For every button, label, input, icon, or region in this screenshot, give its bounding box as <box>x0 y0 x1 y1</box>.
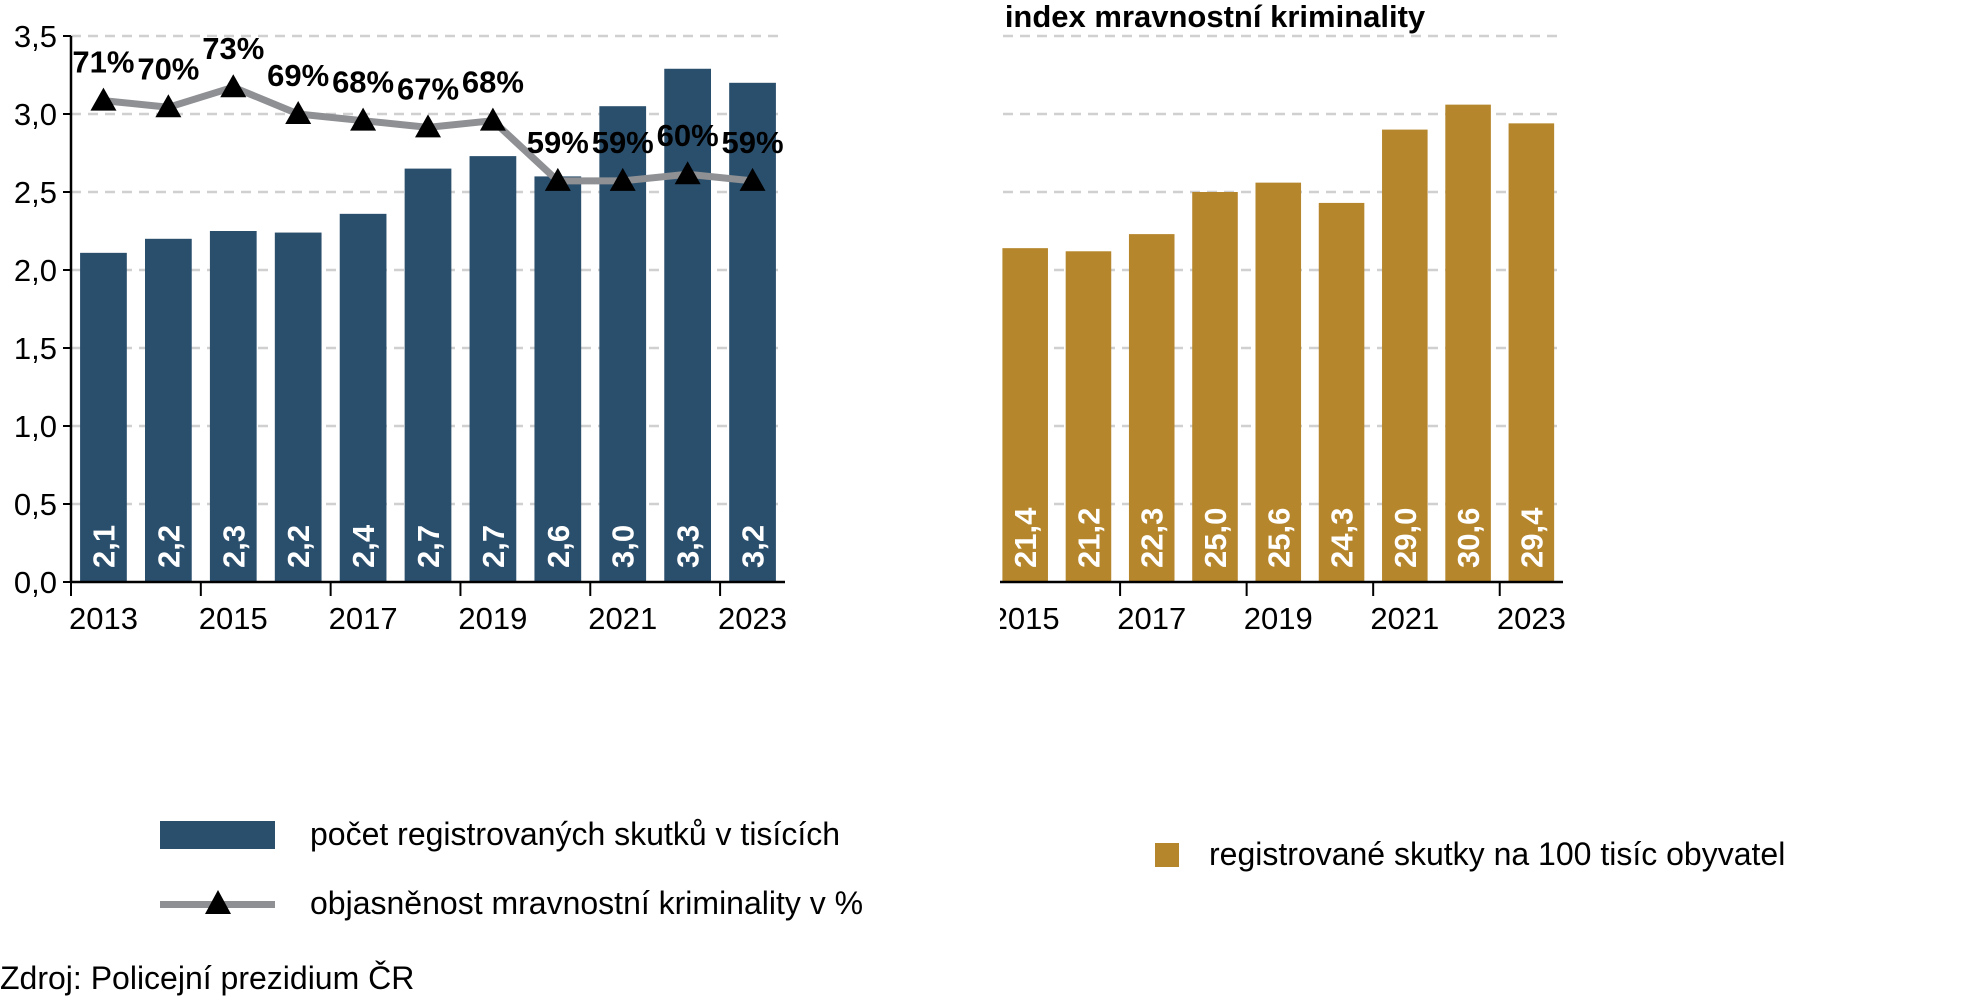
line-marker <box>155 94 182 118</box>
bar <box>339 213 387 582</box>
bar <box>469 156 517 582</box>
line-marker <box>544 167 571 191</box>
bar <box>664 68 712 582</box>
y-tick-label: 1,0 <box>14 409 57 444</box>
bar-data-label: 2,7 <box>476 525 511 568</box>
bar-data-label: 30,6 <box>1451 508 1486 568</box>
bar <box>1255 182 1302 582</box>
line-data-label: 59% <box>592 125 654 160</box>
bar <box>209 231 257 582</box>
bar <box>80 252 127 582</box>
line-data-label: 67% <box>397 71 459 106</box>
x-tick-label: 2013 <box>69 601 138 636</box>
line-marker <box>479 107 506 131</box>
bar-data-label: 2,6 <box>541 525 576 568</box>
x-tick-label: 2023 <box>1497 601 1566 636</box>
bar-data-label: 29,0 <box>1388 508 1423 568</box>
left-chart: 0,0 0,5 1,0 1,5 2,0 2,5 3,0 3,5 2,1 2,2 2,3 2,2 2,4 2… <box>14 19 787 636</box>
line-marker <box>609 167 636 191</box>
legend-bar-swatch <box>160 820 275 849</box>
y-tick-label: 2,5 <box>14 175 57 210</box>
bar <box>1128 234 1175 582</box>
line-marker <box>220 74 247 98</box>
x-tick-label: 2021 <box>1370 601 1439 636</box>
legend-bars-left-label: počet registrovaných skutků v tisících <box>310 816 840 852</box>
x-tick-label: 2017 <box>1117 601 1186 636</box>
line-data-label: 60% <box>657 118 719 153</box>
x-tick-label: 2019 <box>458 601 527 636</box>
bar-data-label: 2,3 <box>216 525 251 568</box>
bar <box>144 238 192 583</box>
bar-data-label: 2,7 <box>411 525 446 568</box>
legend-bars-right-label: registrované skutky na 100 tisíc obyvate… <box>1209 836 1786 872</box>
x-tick-label: 2019 <box>1244 601 1313 636</box>
legend-line-left: objasněnost mravnostní kriminality v % <box>160 885 863 922</box>
bar-data-label: 21,2 <box>1071 508 1106 568</box>
y-tick-label: 1,5 <box>14 331 57 366</box>
bar-data-label: 25,6 <box>1261 508 1296 568</box>
line-marker <box>285 100 312 124</box>
line-marker <box>90 87 117 111</box>
line-data-label: 59% <box>527 125 589 160</box>
line-data-label: 71% <box>72 45 134 80</box>
line-marker <box>674 161 701 185</box>
bar-data-label: 29,4 <box>1514 507 1549 568</box>
bar <box>1445 104 1491 582</box>
line-data-label: 68% <box>332 65 394 100</box>
line-data-label: 73% <box>202 31 264 66</box>
legend-bars-left: počet registrovaných skutků v tisících <box>160 816 840 853</box>
bar-data-label: 22,3 <box>1135 508 1170 568</box>
legend-bars-right: registrované skutky na 100 tisíc obyvate… <box>1155 836 1785 873</box>
bar <box>1002 248 1048 582</box>
x-tick-label: 2015 <box>199 601 268 636</box>
x-tick-label: 2023 <box>718 601 787 636</box>
x-tick-label: 2015 <box>1000 601 1060 636</box>
bar-data-label: 2,1 <box>86 525 121 568</box>
right-chart: index mravnostní kriminality051015202530… <box>1000 0 1566 636</box>
line-data-label: 69% <box>267 58 329 93</box>
bar <box>404 168 452 582</box>
bar-data-label: 21,4 <box>1008 507 1043 568</box>
legend-line-swatch <box>160 889 275 918</box>
bar-data-label: 3,0 <box>606 525 641 568</box>
bar <box>1318 202 1365 583</box>
line-marker <box>739 167 766 191</box>
bar-data-label: 3,3 <box>671 525 706 568</box>
bar <box>1508 123 1555 583</box>
line-marker <box>415 114 441 138</box>
bar-data-label: 2,2 <box>151 525 186 568</box>
bar-data-label: 3,2 <box>736 525 771 568</box>
line-data-label: 59% <box>722 125 784 160</box>
bar <box>1382 129 1428 582</box>
x-tick-label: 2017 <box>329 601 398 636</box>
legend-square-swatch <box>1155 842 1179 867</box>
y-tick-label: 3,5 <box>14 19 57 54</box>
y-tick-label: 0,0 <box>14 565 57 600</box>
line-data-label: 70% <box>137 51 199 86</box>
bar-data-label: 25,0 <box>1198 508 1233 568</box>
bar <box>729 82 776 583</box>
bar-data-label: 2,2 <box>281 525 316 568</box>
bar-data-label: 24,3 <box>1325 508 1360 568</box>
y-tick-label: 3,0 <box>14 97 57 132</box>
y-tick-label: 2,0 <box>14 253 57 288</box>
line-data-label: 68% <box>462 65 524 100</box>
x-tick-label: 2021 <box>588 601 657 636</box>
y-tick-label: 0,5 <box>14 487 57 522</box>
bar <box>1065 251 1112 582</box>
bar <box>1192 192 1238 582</box>
bar-data-label: 2,4 <box>346 524 381 568</box>
legend-line-left-label: objasněnost mravnostní kriminality v % <box>310 885 864 921</box>
chart-title: index mravnostní kriminality <box>1005 0 1426 34</box>
source-note: Zdroj: Policejní prezidium ČR <box>0 960 415 996</box>
bar <box>534 176 582 582</box>
bar <box>274 232 322 582</box>
line-marker <box>350 107 377 131</box>
